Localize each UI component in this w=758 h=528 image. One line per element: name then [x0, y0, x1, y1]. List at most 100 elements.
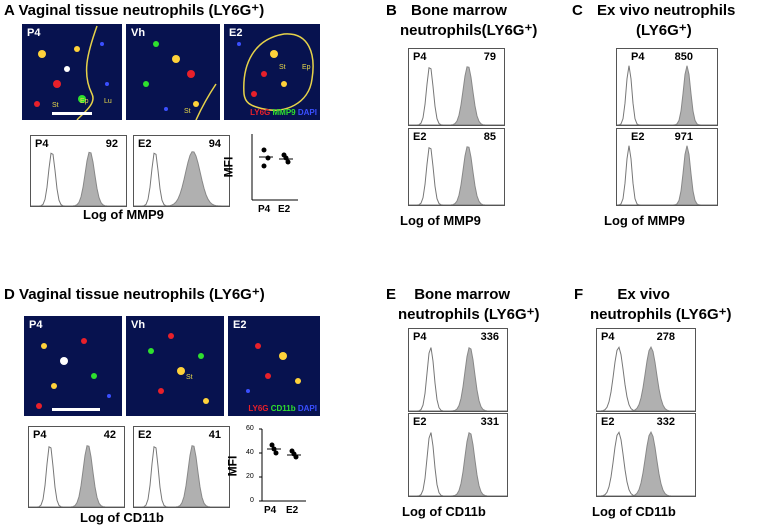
micrograph-d-e2: E2 LY6G CD11b DAPI	[228, 316, 320, 416]
histogram-plot	[29, 445, 124, 507]
histogram-value: 336	[480, 331, 499, 343]
histogram-label: P4	[413, 51, 427, 63]
histogram-label: P4	[601, 331, 615, 343]
histogram-e-p4: P4 336	[408, 328, 508, 412]
micrograph-a-e2: E2 St Ep LY6G MMP9 DAPI	[224, 24, 320, 120]
histogram-plot	[134, 445, 229, 507]
histogram-d-p4: P4 42	[28, 426, 125, 508]
histogram-label: P4	[413, 331, 427, 343]
sample-peak	[597, 430, 695, 496]
histogram-label: P4	[33, 429, 47, 441]
histogram-label: E2	[138, 138, 152, 150]
histogram-plot	[617, 145, 717, 205]
panel-d-title: D Vaginal tissue neutrophils (LY6G⁺)	[4, 286, 265, 304]
histogram-a-e2: E2 94	[133, 135, 230, 207]
histogram-plot	[134, 151, 229, 206]
micro-mark: Ep	[80, 98, 89, 105]
mfi-xtick: E2	[278, 204, 291, 215]
legend-cd11b: CD11b	[270, 404, 296, 413]
micrograph-d-vh-art	[148, 333, 209, 404]
micro-mark: St	[186, 374, 193, 381]
micrograph-d-p4-label: P4	[29, 319, 43, 331]
histogram-e-e2: E2 331	[408, 413, 508, 497]
legend-mmp9: MMP9	[272, 108, 296, 117]
sample-peak	[597, 345, 695, 411]
sample-peak	[409, 146, 504, 205]
micrograph-d-vh-label: Vh	[131, 319, 146, 331]
data-point	[283, 155, 289, 161]
scale-bar	[52, 112, 92, 115]
histogram-b-p4: P4 79	[408, 48, 505, 126]
panel-b-title-line2: neutrophils(LY6G⁺)	[400, 22, 538, 39]
data-point	[269, 442, 275, 448]
mfi-ytick: 60	[246, 425, 254, 432]
panel-c-title-line2: (LY6G⁺)	[636, 22, 692, 39]
legend-dapi: DAPI	[297, 404, 317, 413]
micrograph-d-e2-art	[246, 343, 301, 393]
panel-e-title-line1: Bone marrow	[414, 286, 511, 303]
micro-mark: Lu	[104, 98, 112, 105]
panel-a-letter: A	[4, 2, 15, 19]
histogram-plot	[597, 430, 695, 496]
mfi-ytick: 0	[250, 497, 254, 504]
axis-title-e: Log of CD11b	[402, 504, 486, 519]
panel-b-title: B Bone marrow	[386, 2, 507, 20]
histogram-label: E2	[601, 416, 615, 428]
histogram-c-p4: P4 850	[616, 48, 718, 126]
panel-d-title-text: Vaginal tissue neutrophils (LY6G⁺)	[19, 286, 265, 303]
micrograph-a-p4: P4 St Ep Lu	[22, 24, 122, 120]
histogram-value: 79	[483, 51, 496, 63]
sample-peak	[617, 65, 717, 125]
histogram-value: 85	[483, 131, 496, 143]
micrograph-a-p4-art	[34, 25, 109, 120]
histogram-value: 41	[208, 429, 221, 441]
panel-e-title: E Bone marrow	[386, 286, 510, 304]
axis-title-a: Log of MMP9	[83, 207, 164, 222]
stain-legend-a: LY6G MMP9 DAPI	[250, 108, 317, 117]
control-peak	[617, 145, 717, 205]
histogram-plot	[409, 431, 507, 496]
histogram-plot	[409, 66, 504, 125]
control-peak	[617, 65, 717, 125]
micrograph-a-vh-art	[143, 41, 217, 120]
histogram-label: E2	[138, 429, 152, 441]
sample-peak	[134, 445, 229, 507]
histogram-plot	[409, 146, 504, 205]
mfi-ytick: 40	[246, 449, 254, 456]
mfi-plot-a-svg	[251, 134, 298, 201]
data-point	[261, 163, 267, 169]
data-point	[273, 450, 279, 456]
histogram-value: 92	[105, 138, 118, 150]
micrograph-a-vh: Vh St	[126, 24, 220, 120]
legend-ly6g: LY6G	[248, 404, 269, 413]
control-peak	[134, 446, 229, 507]
histogram-plot	[31, 151, 126, 206]
panel-b-title-line1: Bone marrow	[411, 2, 507, 19]
panel-d-letter: D	[4, 286, 15, 303]
mfi-xtick: P4	[258, 204, 271, 215]
control-peak	[134, 152, 229, 206]
histogram-label: E2	[413, 416, 427, 428]
micrograph-a-e2-label: E2	[229, 27, 243, 39]
histogram-b-e2: E2 85	[408, 128, 505, 206]
control-peak	[409, 67, 504, 125]
panel-c-letter: C	[572, 2, 583, 19]
sample-peak	[409, 431, 507, 496]
histogram-c-e2: E2 971	[616, 128, 718, 206]
panel-f-title-line2: neutrophils (LY6G⁺)	[590, 306, 732, 323]
sample-peak	[617, 145, 717, 205]
sample-peak	[29, 445, 124, 507]
micrograph-d-p4-art	[36, 338, 111, 409]
micro-mark: St	[279, 64, 286, 71]
micro-mark: St	[184, 108, 191, 115]
mfi-plot-d-svg	[259, 428, 306, 502]
data-point	[285, 159, 291, 165]
panel-c-title: C Ex vivo neutrophils	[572, 2, 735, 20]
histogram-label: P4	[631, 51, 645, 63]
histogram-d-e2: E2 41	[133, 426, 230, 508]
mfi-ylabel: MFI	[225, 455, 240, 477]
histogram-value: 94	[208, 138, 221, 150]
panel-c-title-line1: Ex vivo neutrophils	[597, 2, 736, 19]
histogram-f-e2: E2 332	[596, 413, 696, 497]
histogram-value: 331	[480, 416, 499, 428]
